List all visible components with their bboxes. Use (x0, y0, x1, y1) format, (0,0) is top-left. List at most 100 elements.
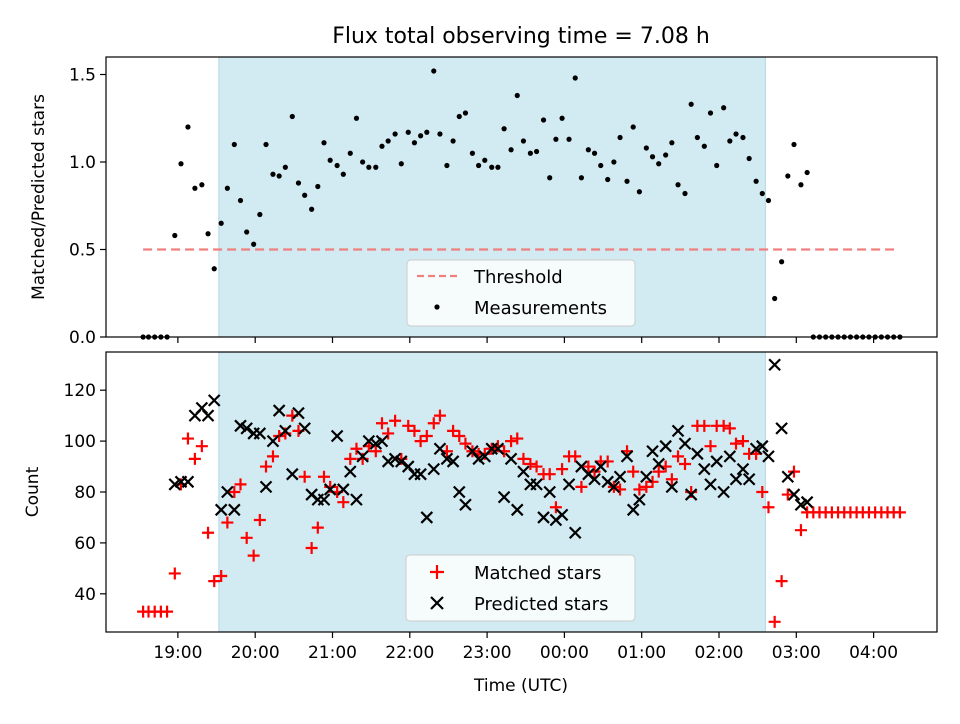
predicted-star-point (298, 422, 311, 435)
matched-star-point (601, 455, 614, 468)
matched-star-point (556, 463, 569, 476)
measurement-point (520, 138, 527, 144)
predicted-star-point (781, 470, 795, 484)
measurement-point (185, 124, 191, 130)
predicted-star-point (381, 455, 395, 468)
matched-star-point (260, 460, 273, 473)
matched-star-point (253, 514, 266, 526)
matched-star-point (762, 501, 775, 514)
predicted-star-point (723, 450, 737, 463)
measurement-point (643, 145, 649, 151)
bottom-x-ticks: 19:00 20:00 21:00 22:00 23:00 00:00 01:00 02:00… (153, 632, 898, 663)
measurement-point (791, 141, 797, 148)
y-tick-label: 80 (74, 483, 96, 503)
measurement-point (379, 143, 385, 149)
predicted-star-point (530, 478, 543, 491)
matched-star-point (305, 542, 318, 554)
matched-star-point (511, 432, 524, 445)
predicted-star-point (497, 490, 511, 504)
predicted-star-point (362, 434, 376, 448)
y-tick-label: 100 (64, 432, 96, 452)
measurement-point (475, 162, 482, 169)
measurement-points (140, 68, 903, 340)
measurement-point (289, 113, 295, 120)
measurement-point (701, 143, 707, 149)
matched-star-point (414, 435, 427, 448)
bottom-legend: Matched stars Predicted stars (405, 554, 636, 622)
predicted-star-point (207, 394, 221, 407)
predicted-star-point (517, 465, 530, 478)
predicted-star-point (240, 422, 253, 435)
matched-star-point (420, 430, 433, 442)
measurement-point (392, 131, 398, 137)
predicted-star-point (736, 462, 750, 476)
matched-star-point (575, 480, 588, 493)
matched-star-point (582, 460, 595, 473)
matched-star-point (524, 458, 537, 470)
predicted-star-point (214, 503, 228, 517)
measurement-point (688, 101, 694, 107)
predicted-star-point (427, 462, 441, 476)
legend-matched-swatch (430, 565, 444, 579)
predicted-star-point (652, 457, 665, 471)
predicted-star-point (356, 450, 369, 463)
measurement-point (424, 129, 430, 135)
matched-star-point (665, 473, 678, 486)
measurement-point (205, 231, 211, 237)
matched-star-point (543, 468, 556, 481)
measurement-point (482, 157, 488, 163)
measurement-point (302, 192, 308, 198)
predicted-star-point (684, 488, 698, 501)
measurement-point (469, 150, 476, 156)
measurement-point (514, 92, 520, 99)
measurement-point (199, 182, 205, 188)
measurement-point (591, 150, 598, 156)
matched-star-point (736, 435, 749, 448)
measurement-point (508, 147, 514, 153)
measurement-point (360, 159, 366, 165)
predicted-star-point (330, 429, 344, 443)
predicted-star-point (562, 478, 576, 491)
predicted-star-point (555, 508, 569, 522)
predicted-star-point (620, 450, 634, 463)
measurement-point (765, 197, 772, 204)
predicted-star-point (537, 511, 550, 524)
matched-star-point (240, 531, 253, 544)
measurement-point (721, 105, 727, 111)
matched-star-point (337, 496, 350, 509)
measurement-point (334, 162, 340, 169)
y-tick-label: 0.5 (69, 241, 96, 261)
measurement-point (527, 150, 533, 156)
matched-star-point (215, 570, 228, 582)
predicted-star-point (395, 455, 408, 468)
measurement-point (218, 220, 224, 226)
predicted-star-point (279, 424, 292, 438)
matched-star-point (447, 424, 460, 437)
x-tick-label: 04:00 (849, 643, 898, 663)
predicted-star-point (742, 472, 756, 486)
measurement-point (727, 138, 733, 144)
matched-star-point (161, 605, 174, 618)
measurement-point (785, 173, 791, 179)
measurement-point (431, 68, 437, 74)
predicted-star-point (228, 503, 241, 517)
measurement-point (804, 169, 810, 176)
matched-star-point (652, 465, 665, 478)
legend-matched-label: Matched stars (474, 563, 601, 584)
predicted-star-point (607, 480, 621, 494)
x-tick-label: 20:00 (231, 643, 280, 663)
top-legend: Threshold Measurements (406, 259, 636, 327)
measurement-point (649, 154, 656, 160)
matched-star-point (402, 419, 415, 432)
predicted-star-point (646, 444, 659, 458)
matched-star-point (530, 460, 543, 473)
measurement-point (437, 131, 443, 137)
predicted-star-point (452, 485, 466, 499)
measurement-point (244, 229, 250, 235)
measurement-point (630, 124, 636, 130)
matched-star-point (549, 501, 562, 514)
measurement-point (753, 178, 759, 184)
matched-star-point (168, 567, 181, 580)
measurement-point (489, 164, 495, 170)
measurement-point (257, 211, 263, 218)
